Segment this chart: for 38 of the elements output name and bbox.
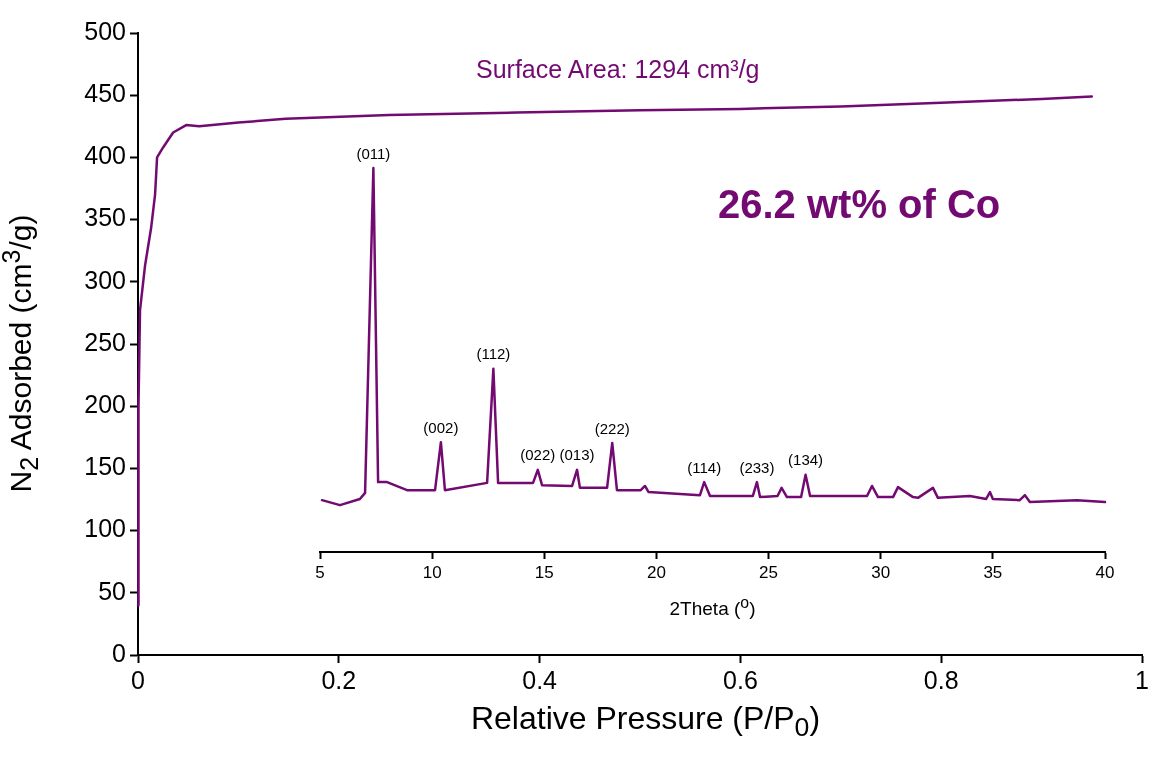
annotation: (222) (594, 419, 630, 437)
x-tick-label: 15 (534, 562, 554, 582)
annotation: (013) (559, 446, 595, 464)
annotation: 26.2 wt% of Co (718, 182, 1001, 227)
x-axis-title: 2Theta ($^{o}$) (668, 594, 757, 621)
y-tick-label: 450 (84, 79, 126, 108)
annotation: Surface Area: 1294 cm³/g (476, 55, 760, 84)
annotation: (114) (687, 458, 722, 476)
x-tick-label: 1 (1135, 665, 1149, 694)
x-tick-label: 10 (422, 562, 442, 582)
annotation: (233) (739, 458, 775, 476)
y-tick-label: 150 (84, 452, 126, 481)
x-tick-label: 40 (1095, 562, 1115, 582)
x-tick-label: 35 (983, 562, 1003, 582)
annotation: (022) (520, 446, 556, 464)
y-tick-label: 50 (98, 576, 126, 605)
x-axis-title: Relative Pressure (P/P$_{0}$) (469, 700, 822, 744)
annotation: (112) (476, 345, 511, 363)
y-tick-label: 250 (84, 327, 126, 356)
x-tick-label: 20 (646, 562, 666, 582)
y-tick-label: 0 (112, 638, 126, 667)
y-tick-label: 100 (84, 514, 126, 543)
y-tick-label: 350 (84, 203, 126, 232)
x-tick-label: 30 (871, 562, 891, 582)
x-tick-label: 0.8 (923, 665, 959, 694)
y-tick-label: 300 (84, 265, 126, 294)
y-tick-label: 500 (84, 16, 126, 45)
x-tick-label: 0.4 (522, 665, 558, 694)
annotation: (011) (356, 144, 391, 162)
x-tick-label: 0 (131, 665, 145, 694)
y-tick-label: 200 (84, 390, 126, 419)
y-tick-label: 400 (84, 141, 126, 170)
annotation: (134) (788, 451, 824, 469)
annotation: (002) (423, 418, 459, 436)
x-tick-label: 0.6 (723, 665, 758, 694)
x-tick-label: 5 (315, 562, 325, 582)
x-tick-label: 25 (759, 562, 779, 582)
x-tick-label: 0.2 (321, 665, 357, 694)
